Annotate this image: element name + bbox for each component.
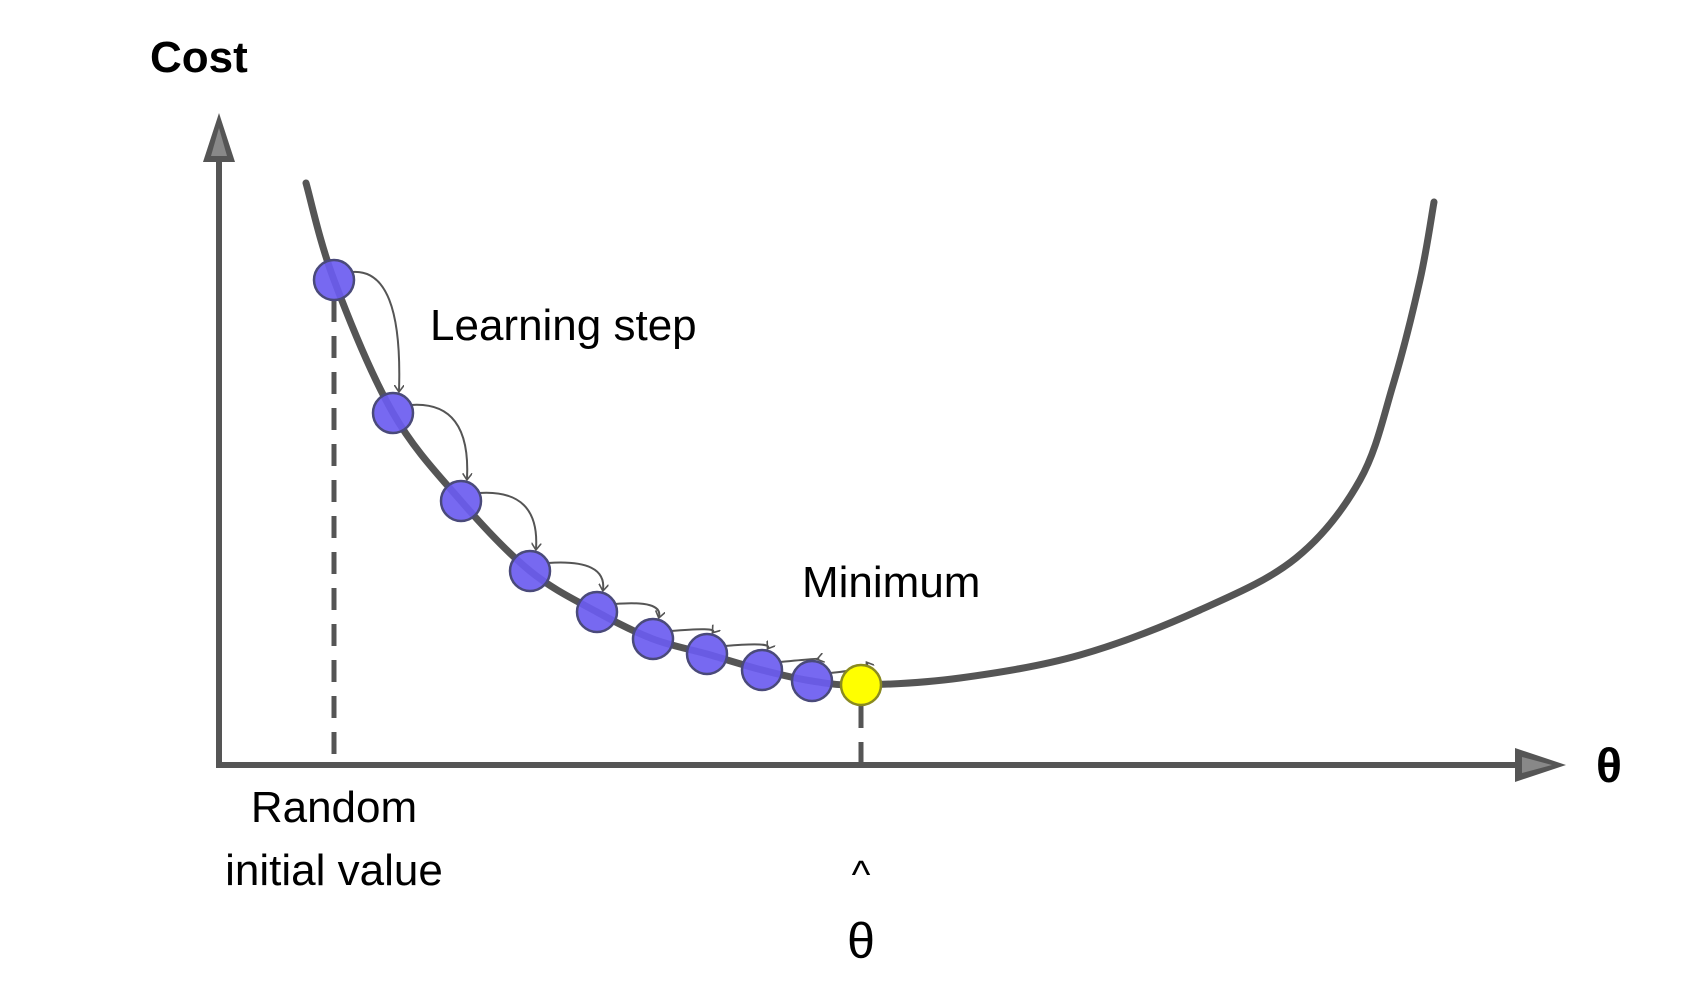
step-point <box>685 632 729 676</box>
learning-step-arrow <box>724 644 768 648</box>
step-point <box>371 391 415 435</box>
learning-step-arrow <box>351 270 399 391</box>
step-point <box>312 258 356 302</box>
learning-step-arrow <box>478 491 536 549</box>
learning-step-label: Learning step <box>430 301 697 350</box>
minimum-label: Minimum <box>802 558 980 607</box>
learning-step-arrow <box>779 659 818 662</box>
learning-step-arrow <box>670 629 713 632</box>
learning-step-arrows <box>351 270 867 674</box>
y-axis-label: Cost <box>150 33 248 82</box>
step-point <box>790 659 834 703</box>
step-points <box>312 258 883 707</box>
minimum-point <box>839 663 883 707</box>
learning-step-arrow <box>547 561 603 590</box>
step-point <box>740 648 784 692</box>
step-point <box>575 590 619 634</box>
learning-step-arrow <box>410 403 467 479</box>
theta-hat-accent: ^ <box>852 853 871 897</box>
step-point <box>508 549 552 593</box>
x-axis-label: θ <box>1596 740 1622 793</box>
step-point <box>631 617 675 661</box>
cost-curve <box>302 179 1438 689</box>
random-initial-value-label-line2: initial value <box>225 846 443 895</box>
learning-step-arrow <box>614 602 659 617</box>
random-initial-value-label-line1: Random <box>251 783 417 832</box>
step-point <box>439 479 483 523</box>
theta-hat-label: θ <box>847 913 875 969</box>
y-axis-arrowhead-inner <box>211 128 227 156</box>
x-axis-arrowhead-inner <box>1522 757 1552 773</box>
